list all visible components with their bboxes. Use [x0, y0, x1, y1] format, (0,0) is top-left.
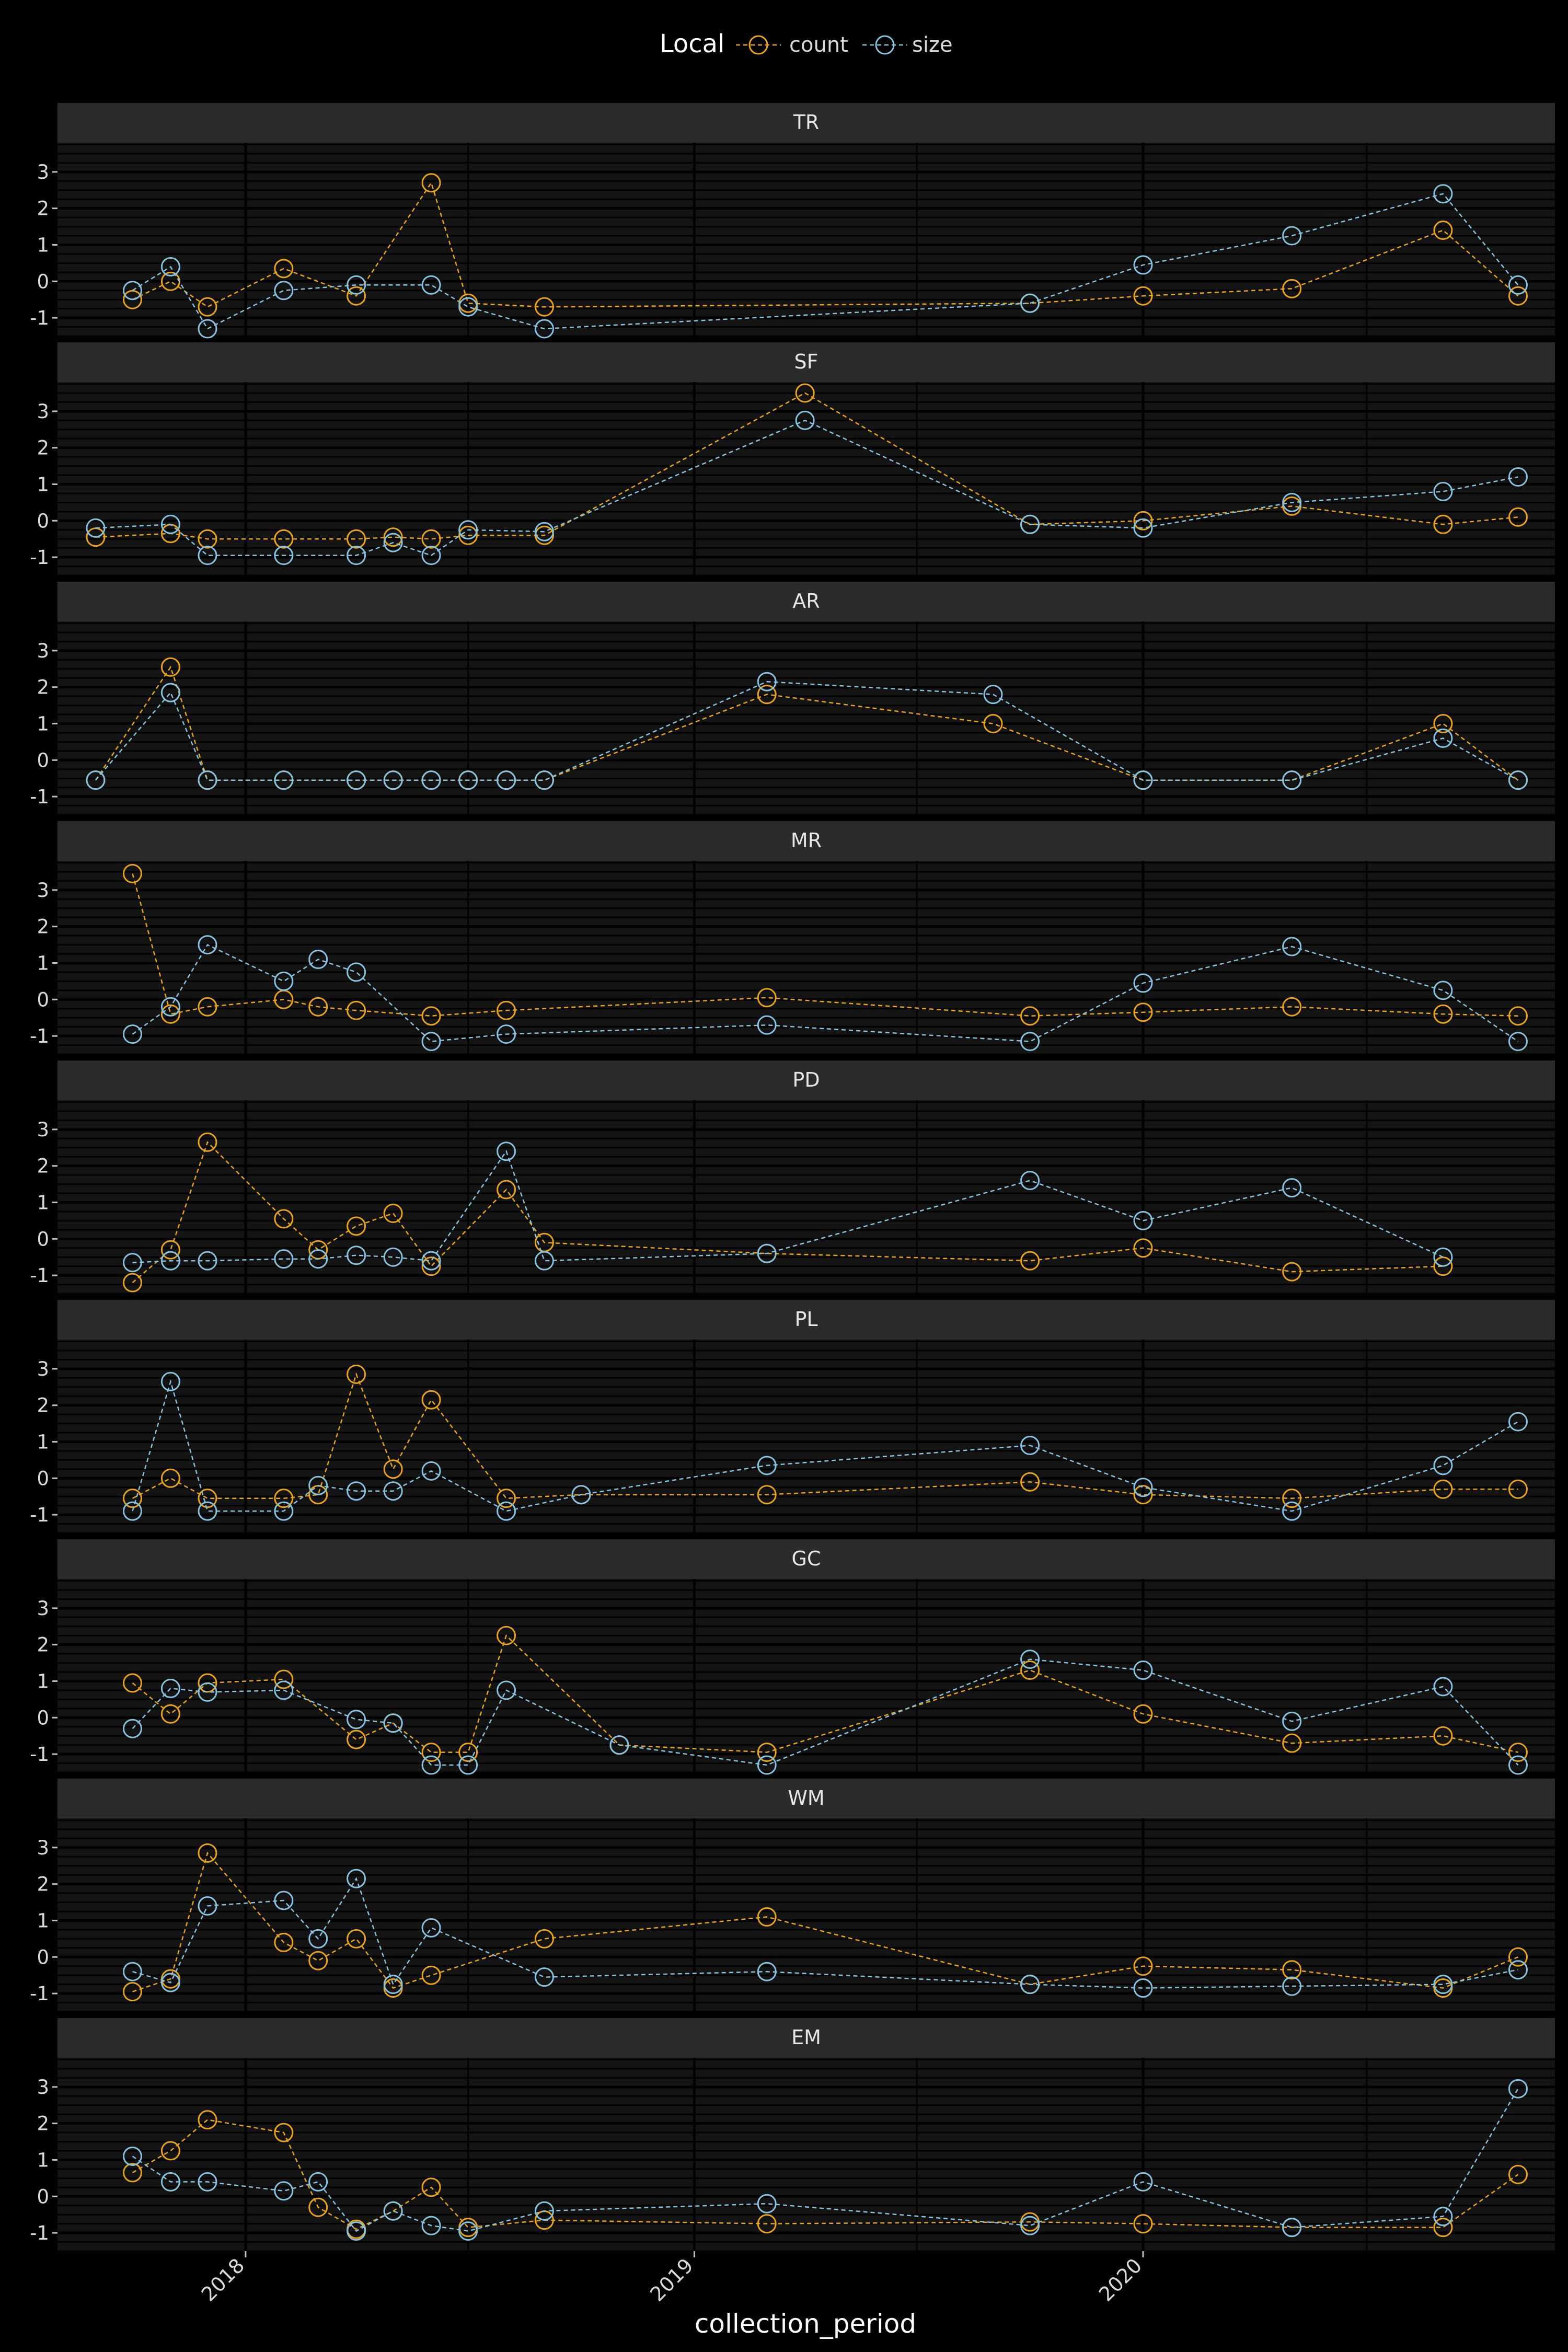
y-tick-label: -1 [30, 1264, 49, 1287]
legend-label-size: size [912, 33, 953, 57]
y-tick-label: 2 [37, 1873, 49, 1896]
y-tick-label: -1 [30, 786, 49, 808]
x-axis-title: collection_period [695, 2309, 916, 2339]
y-tick-label: 1 [37, 712, 49, 735]
facet-label: EM [791, 2026, 821, 2049]
y-tick-label: 2 [37, 916, 49, 938]
y-tick-label: 3 [37, 1119, 49, 1141]
facet-sf: SF 3 2 1 0 -1 [30, 342, 1555, 575]
facet-label: WM [788, 1786, 824, 1809]
y-tick-label: 3 [37, 1837, 49, 1859]
y-tick-label: 1 [37, 952, 49, 974]
facet-em: EM 3 2 1 0 -1 [30, 2018, 1555, 2251]
y-tick-label: 0 [37, 1467, 49, 1490]
y-tick-label: 1 [37, 473, 49, 495]
y-tick-label: 3 [37, 400, 49, 423]
y-tick-label: 1 [37, 2149, 49, 2171]
y-tick-label: 1 [37, 1670, 49, 1692]
y-tick-label: 3 [37, 161, 49, 183]
facet-pd: PD 3 2 1 0 -1 [30, 1060, 1555, 1294]
y-tick-label: 0 [37, 510, 49, 532]
y-tick-label: 2 [37, 1155, 49, 1178]
facet-ar: AR 3 2 1 0 -1 [30, 582, 1555, 815]
facet-tr: TR 3 2 1 0 -1 [30, 103, 1555, 338]
y-tick-label: 3 [37, 2076, 49, 2099]
facet-panels: TR 3 2 1 0 -1 SF 3 2 1 0 -1 AR 3 2 1 0 -1 MR 3 2 1 0 -1 PD 3 2 1 0 -1… [30, 103, 1555, 2251]
y-tick-label: 2 [37, 2113, 49, 2135]
y-tick-label: 3 [37, 1358, 49, 1380]
facet-wm: WM 3 2 1 0 -1 [30, 1779, 1555, 2012]
legend-label-count: count [789, 33, 848, 57]
y-tick-label: -1 [30, 1982, 49, 2005]
y-tick-label: 3 [37, 640, 49, 662]
y-tick-label: 0 [37, 1946, 49, 1968]
y-tick-label: 2 [37, 1634, 49, 1656]
legend-title: Local [660, 29, 724, 59]
y-tick-label: 0 [37, 270, 49, 293]
facet-label: PD [792, 1068, 820, 1091]
y-tick-label: 1 [37, 1431, 49, 1453]
y-tick-label: 1 [37, 234, 49, 256]
facet-label: PL [794, 1308, 817, 1331]
y-tick-label: -1 [30, 1025, 49, 1047]
facet-pl: PL 3 2 1 0 -1 [30, 1300, 1555, 1533]
y-tick-label: -1 [30, 546, 49, 569]
y-tick-label: 1 [37, 1909, 49, 1932]
y-tick-label: 1 [37, 1191, 49, 1214]
facet-label: SF [794, 350, 818, 373]
y-tick-label: 0 [37, 2185, 49, 2208]
y-tick-label: 2 [37, 1394, 49, 1417]
facet-mr: MR 3 2 1 0 -1 [30, 821, 1555, 1054]
y-tick-label: -1 [30, 307, 49, 329]
y-tick-label: 3 [37, 1597, 49, 1620]
y-tick-label: -1 [30, 1504, 49, 1526]
y-tick-label: 2 [37, 198, 49, 220]
y-tick-label: 0 [37, 988, 49, 1011]
facet-label: MR [791, 829, 822, 852]
y-tick-label: 3 [37, 879, 49, 902]
y-tick-label: 0 [37, 1707, 49, 1729]
facet-label: GC [792, 1547, 821, 1570]
y-tick-label: 2 [37, 437, 49, 459]
facet-label: AR [792, 590, 820, 613]
facet-label: TR [793, 111, 820, 134]
y-tick-label: -1 [30, 1743, 49, 1766]
y-tick-label: -1 [30, 2222, 49, 2244]
facet-gc: GC 3 2 1 0 -1 [30, 1539, 1555, 1774]
y-tick-label: 0 [37, 1228, 49, 1250]
y-tick-label: 0 [37, 749, 49, 771]
y-tick-label: 2 [37, 676, 49, 699]
